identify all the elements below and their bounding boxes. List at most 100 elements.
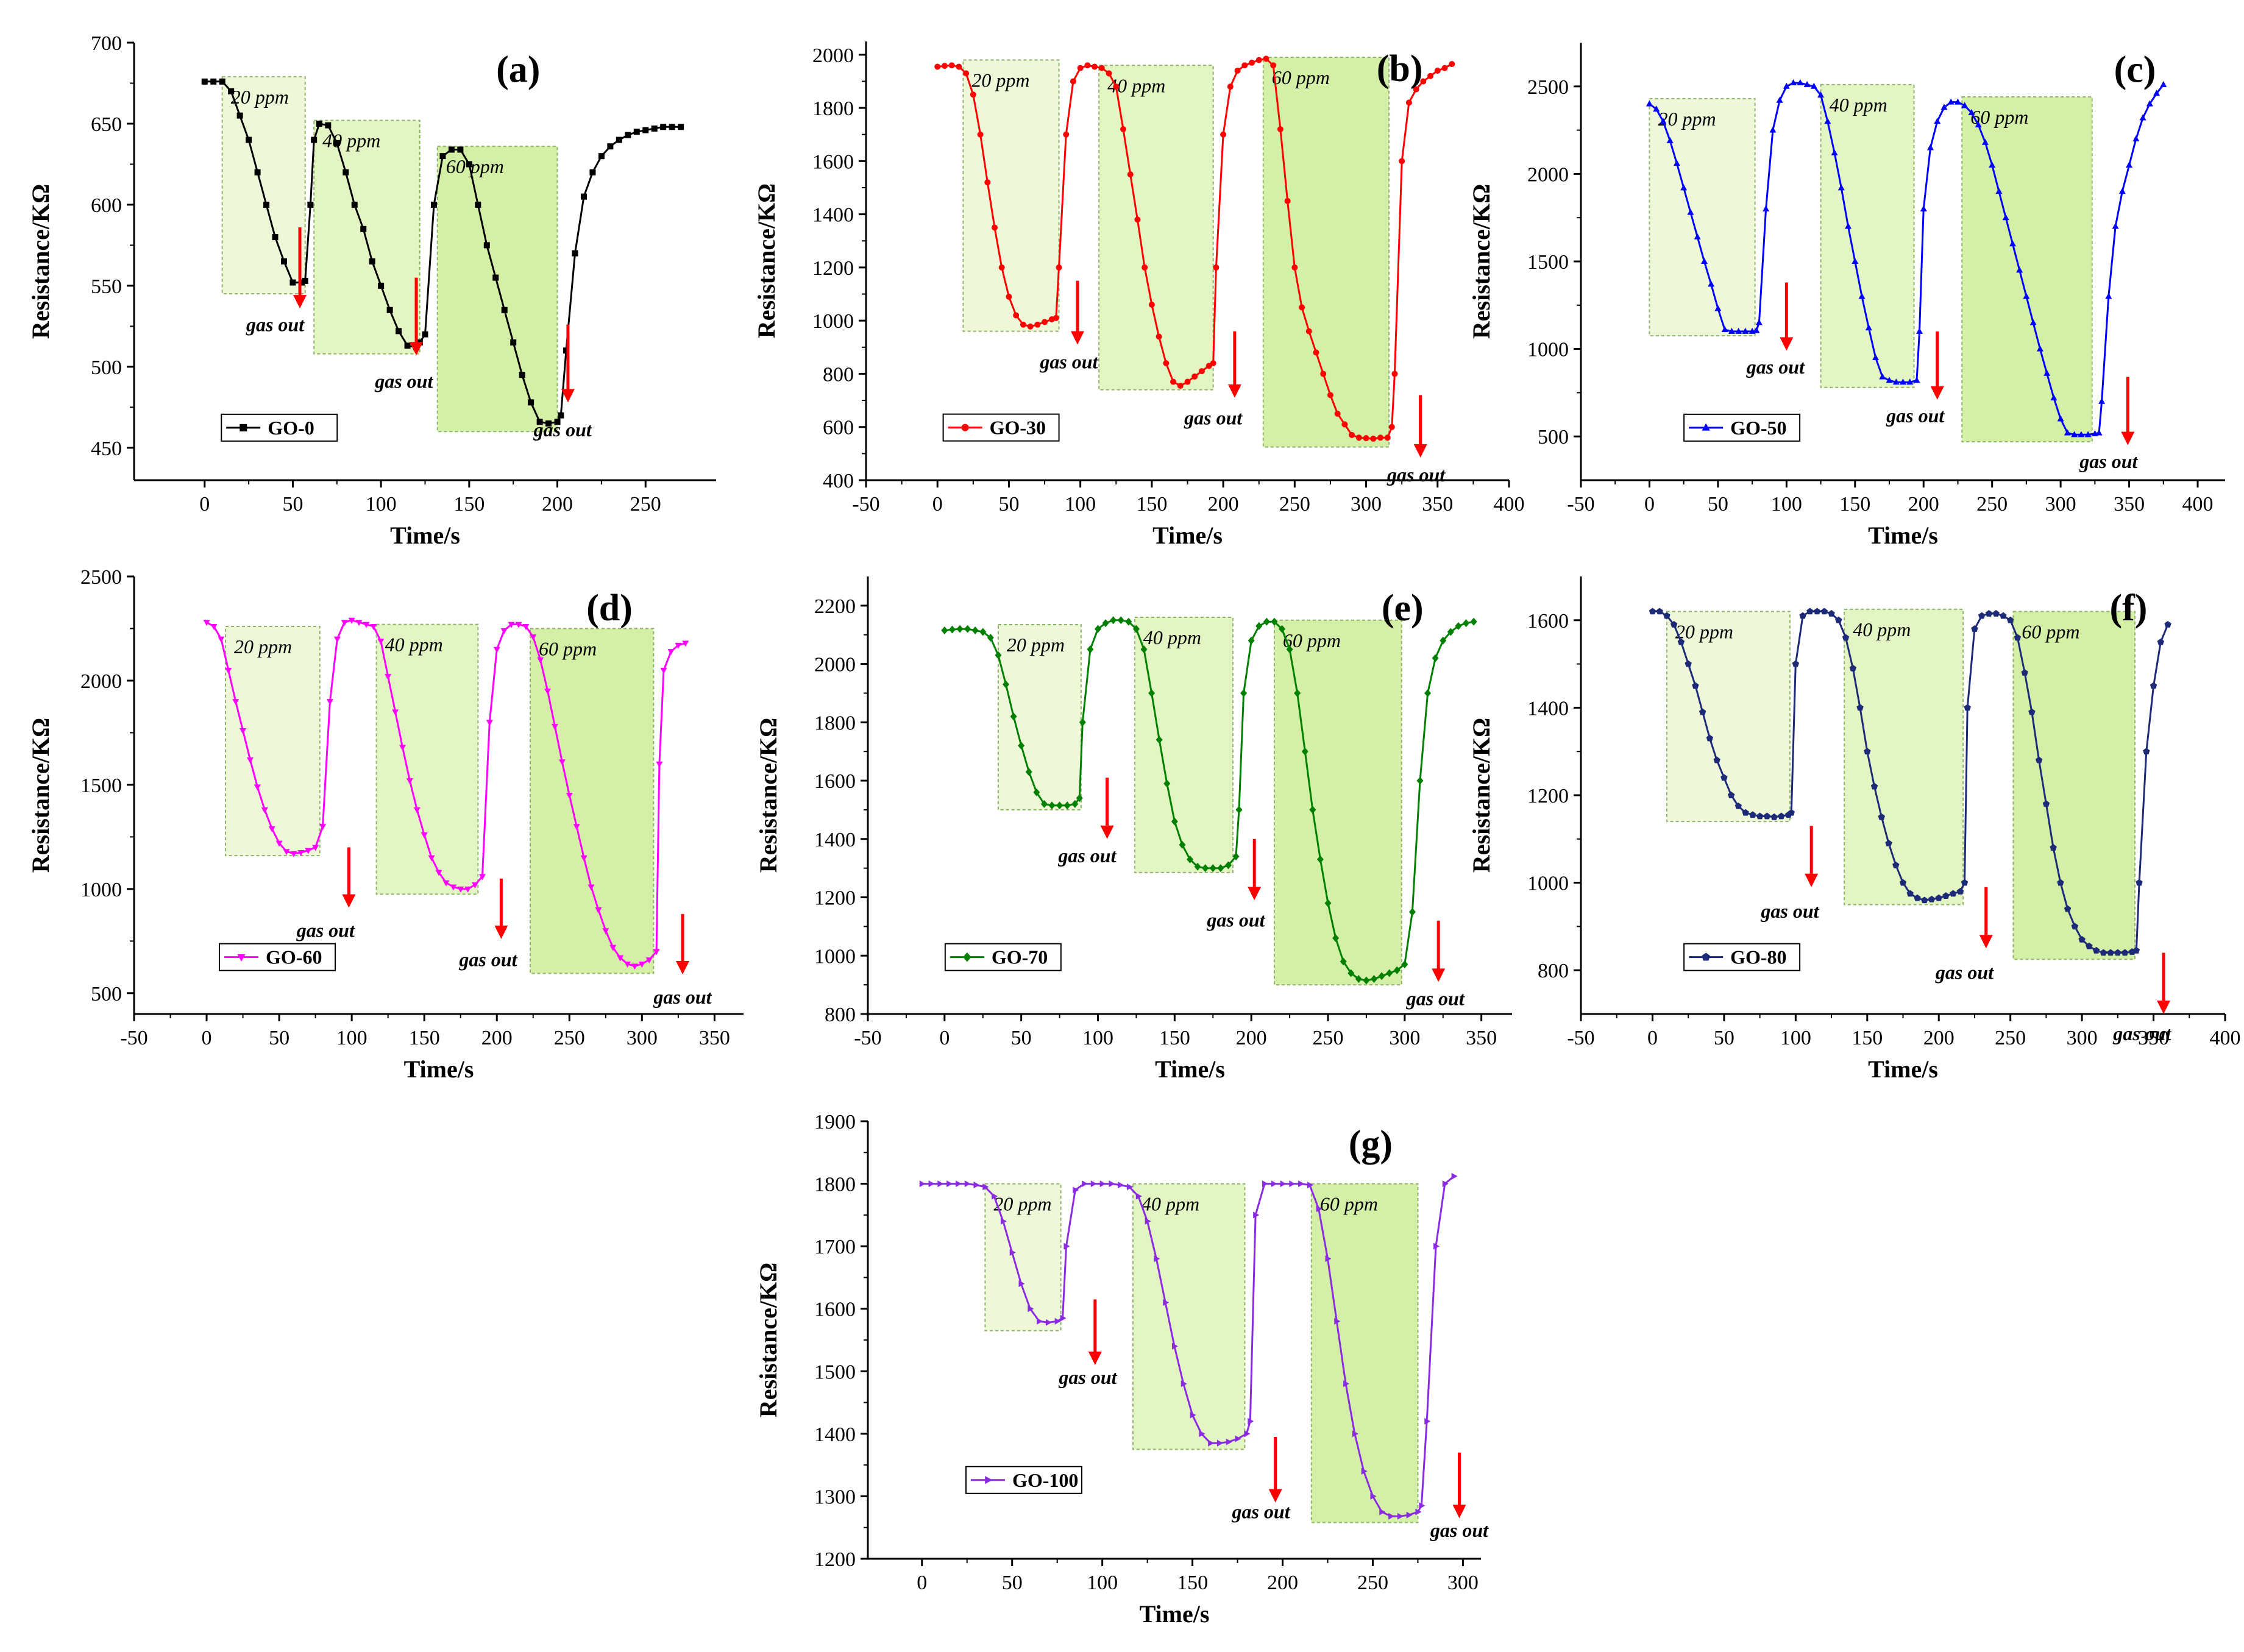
- data-point: [1271, 617, 1278, 626]
- data-point: [1749, 811, 1756, 818]
- data-point: [325, 122, 332, 129]
- data-point: [1797, 79, 1804, 86]
- y-tick-label: 2000: [1527, 163, 1569, 186]
- data-point: [1708, 280, 1715, 287]
- data-point: [1156, 736, 1163, 744]
- data-point: [545, 420, 552, 427]
- y-axis-title: Resistance/KΩ: [1468, 184, 1495, 339]
- data-point: [289, 279, 296, 286]
- x-tick-label: 350: [1422, 493, 1453, 516]
- gas-out-label: gas out: [2079, 450, 2138, 472]
- concentration-label: 40 ppm: [385, 634, 443, 656]
- data-point: [1858, 292, 1866, 299]
- data-point: [333, 636, 341, 643]
- data-point: [448, 146, 455, 153]
- data-point: [964, 1180, 971, 1188]
- data-point: [2078, 431, 2085, 438]
- data-point: [1334, 1317, 1341, 1325]
- data-point: [392, 709, 399, 716]
- data-point: [305, 848, 312, 854]
- data-point: [995, 651, 1002, 659]
- x-axis-title: Time/s: [1868, 522, 1938, 549]
- data-point: [1728, 327, 1735, 334]
- data-point: [1921, 896, 1928, 904]
- data-point: [1451, 1172, 1458, 1180]
- data-point: [1670, 620, 1678, 628]
- legend-marker: [240, 424, 247, 431]
- data-point: [1286, 645, 1293, 654]
- data-point: [638, 961, 645, 968]
- legend: GO-100: [965, 1466, 1082, 1494]
- data-point: [1095, 625, 1101, 633]
- data-point: [955, 1180, 962, 1188]
- x-axis-title: Time/s: [390, 522, 460, 549]
- series-line-GO-30: [937, 57, 1452, 440]
- data-point: [1378, 972, 1385, 980]
- y-tick-label: 2000: [80, 670, 122, 693]
- data-point: [1106, 70, 1112, 77]
- x-tick-label: 50: [1714, 1027, 1734, 1049]
- data-point: [1063, 1243, 1070, 1250]
- data-point: [984, 179, 991, 186]
- data-point: [1813, 608, 1821, 615]
- data-point: [1241, 62, 1248, 69]
- exposure-region: [375, 623, 479, 895]
- data-point: [1018, 742, 1025, 750]
- panel-letter: (a): [496, 49, 540, 91]
- data-point: [2016, 266, 2023, 273]
- data-point: [1009, 1249, 1016, 1256]
- y-tick-label: 800: [825, 1004, 856, 1026]
- data-point: [1320, 370, 1327, 377]
- legend: GO-50: [1683, 413, 1801, 442]
- data-point: [616, 136, 622, 143]
- data-point: [2136, 879, 2143, 886]
- data-point: [1034, 321, 1041, 328]
- data-point: [1377, 434, 1383, 441]
- y-tick-label: 2000: [814, 654, 856, 676]
- y-tick-label: 1400: [814, 829, 856, 851]
- data-point: [536, 419, 543, 425]
- y-tick-label: 1000: [814, 945, 856, 968]
- data-point: [2014, 634, 2022, 641]
- data-point: [1249, 59, 1255, 66]
- data-point: [2153, 90, 2161, 96]
- data-point: [1420, 78, 1427, 85]
- y-tick-label: 1600: [814, 1299, 856, 1321]
- data-point: [1470, 617, 1477, 626]
- data-point: [203, 620, 210, 626]
- data-point: [675, 642, 682, 649]
- data-point: [1742, 327, 1749, 334]
- data-point: [572, 250, 578, 257]
- y-tick-label: 1500: [80, 775, 122, 797]
- y-tick-label: 1900: [814, 1111, 856, 1133]
- x-tick-label: 300: [1351, 493, 1382, 516]
- y-tick-label: 1700: [814, 1236, 856, 1258]
- data-point: [2164, 620, 2171, 628]
- data-point: [1305, 328, 1312, 335]
- x-tick-label: -50: [1567, 1027, 1594, 1049]
- data-point: [1956, 887, 1964, 895]
- data-point: [537, 657, 544, 664]
- data-point: [1045, 1319, 1052, 1326]
- x-tick-label: 50: [269, 1027, 289, 1049]
- data-point: [1399, 158, 1405, 165]
- data-point: [246, 136, 252, 143]
- data-point: [1280, 1180, 1287, 1188]
- data-point: [1434, 68, 1441, 74]
- data-point: [1734, 802, 1742, 809]
- y-tick-label: 1000: [1527, 339, 1569, 361]
- data-point: [1954, 98, 1961, 105]
- data-point: [1349, 431, 1355, 438]
- exposure-region: [1820, 83, 1915, 388]
- data-point: [1886, 377, 1893, 383]
- series-line-GO-80: [1652, 610, 2169, 954]
- data-point: [1202, 864, 1209, 873]
- data-point: [1181, 1380, 1187, 1388]
- data-point: [1455, 622, 1462, 630]
- x-tick-label: 350: [699, 1027, 730, 1049]
- data-point: [617, 955, 624, 962]
- x-axis-title: Time/s: [1868, 1055, 1938, 1083]
- data-point: [1879, 373, 1886, 380]
